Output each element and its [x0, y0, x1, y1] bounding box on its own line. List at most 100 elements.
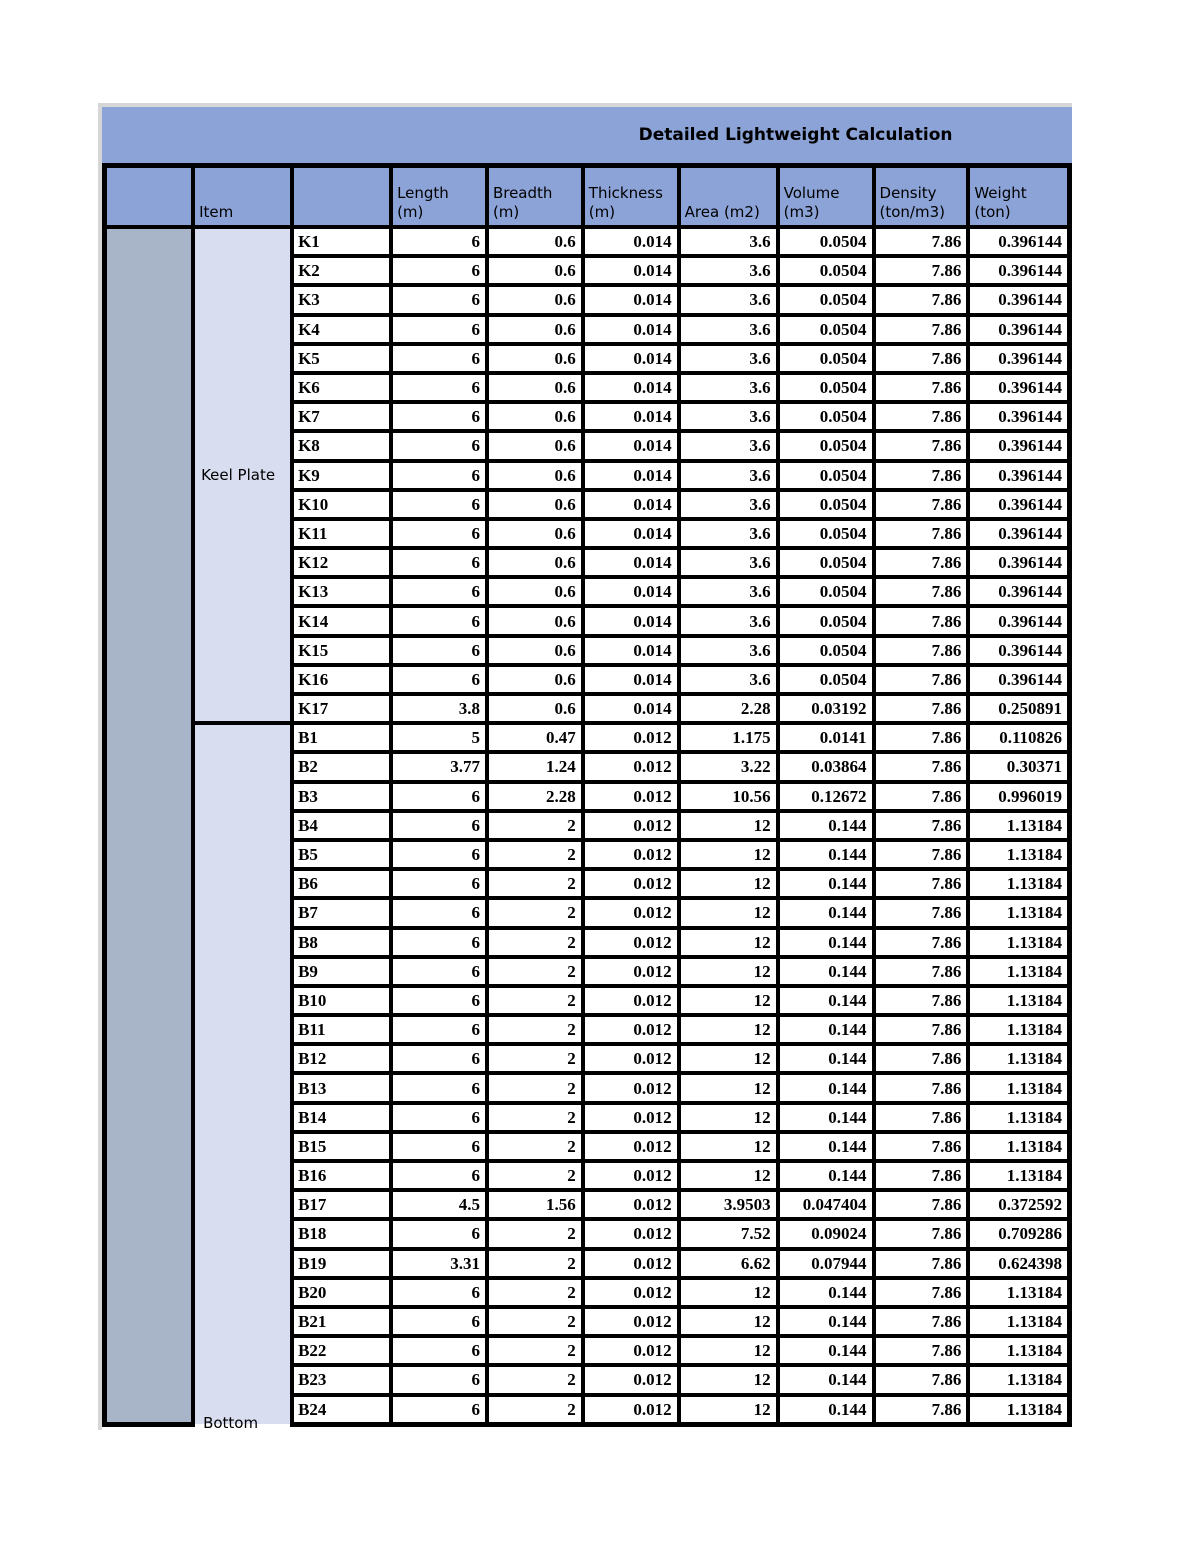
cell-volume: 0.0504	[775, 312, 876, 346]
cell-weight: 1.13184	[966, 1158, 1072, 1193]
cell-item-code: K14	[290, 604, 394, 638]
cell-breadth: 0.6	[484, 400, 585, 434]
cell-length: 6	[389, 429, 489, 463]
table-row: K3 6 0.6 0.014 3.6 0.0504 7.86 0.396144	[105, 283, 1072, 317]
cell-breadth: 1.24	[484, 750, 585, 784]
cell-length: 3.8	[389, 691, 489, 726]
cell-area: 12	[676, 1304, 780, 1339]
cell-length: 6	[389, 925, 489, 959]
header-weight: Weight (ton)	[966, 163, 1072, 229]
cell-volume: 0.0504	[775, 487, 876, 521]
title-bar: Detailed Lightweight Calculation	[102, 107, 1072, 163]
cell-weight: 1.13184	[966, 896, 1072, 930]
cell-volume: 0.144	[775, 1013, 876, 1047]
cell-volume: 0.0504	[775, 575, 876, 609]
cell-item-code: K17	[290, 691, 394, 726]
cell-breadth: 1.56	[484, 1188, 585, 1222]
cell-area: 12	[676, 1100, 780, 1134]
cell-thickness: 0.014	[580, 312, 681, 346]
cell-thickness: 0.014	[580, 254, 681, 288]
cell-area: 3.6	[676, 400, 780, 434]
cell-volume: 0.144	[775, 1392, 876, 1427]
cell-thickness: 0.012	[580, 750, 681, 784]
cell-volume: 0.144	[775, 1042, 876, 1076]
cell-breadth: 2	[484, 1363, 585, 1397]
table-row: Keel Plate K1 6 0.6 0.014 3.6 0.0504 7.86 0.3961…	[102, 224, 1072, 1427]
cell-length: 6	[389, 896, 489, 930]
cell-item-code: B20	[290, 1275, 394, 1309]
cell-length: 6	[389, 1334, 489, 1368]
cell-breadth: 0.6	[484, 691, 585, 726]
cell-breadth: 2	[484, 1334, 585, 1368]
cell-breadth: 0.6	[484, 604, 585, 638]
cell-area: 12	[676, 1013, 780, 1047]
cell-volume: 0.144	[775, 896, 876, 930]
cell-volume: 0.144	[775, 1071, 876, 1105]
cell-length: 6	[389, 1217, 489, 1251]
cell-weight: 1.13184	[966, 1100, 1072, 1134]
cell-area: 3.6	[676, 224, 780, 259]
cell-volume: 0.047404	[775, 1188, 876, 1222]
cell-thickness: 0.012	[580, 954, 681, 988]
cell-length: 6	[389, 458, 489, 492]
cell-density: 7.86	[871, 1071, 971, 1105]
cell-area: 3.6	[676, 254, 780, 288]
cell-item-code: B1	[290, 721, 394, 755]
cell-density: 7.86	[871, 341, 971, 375]
cell-item-code: B6	[290, 867, 394, 901]
cell-density: 7.86	[871, 837, 971, 872]
cell-length: 6	[389, 341, 489, 375]
cell-item-code: K5	[290, 341, 394, 375]
cell-item-code: K3	[290, 283, 394, 317]
cell-item-code: B11	[290, 1013, 394, 1047]
cell-area: 12	[676, 808, 780, 842]
table-row: B10 6 2 0.012 12 0.144 7.86 1.13184	[105, 983, 1072, 1018]
cell-area: 6.62	[676, 1246, 780, 1280]
page-title: Detailed Lightweight Calculation	[638, 125, 953, 145]
cell-item-code: B3	[290, 779, 394, 813]
cell-item-code: B10	[290, 983, 394, 1018]
table-row: K17 3.8 0.6 0.014 2.28 0.03192 7.86 0.250891	[105, 691, 1072, 726]
cell-density: 7.86	[871, 400, 971, 434]
cell-breadth: 0.6	[484, 224, 585, 259]
cell-item-code: K15	[290, 633, 394, 667]
cell-thickness: 0.012	[580, 1129, 681, 1164]
cell-area: 12	[676, 1042, 780, 1076]
cell-breadth: 2	[484, 837, 585, 872]
cell-item-code: K9	[290, 458, 394, 492]
cell-density: 7.86	[871, 896, 971, 930]
cell-breadth: 0.6	[484, 633, 585, 667]
cell-length: 6	[389, 662, 489, 697]
table-row: B20 6 2 0.012 12 0.144 7.86 1.13184	[105, 1275, 1072, 1309]
cell-length: 6	[389, 1363, 489, 1397]
cell-density: 7.86	[871, 487, 971, 521]
cell-volume: 0.144	[775, 808, 876, 842]
cell-density: 7.86	[871, 1334, 971, 1368]
cell-length: 6	[389, 1158, 489, 1193]
cell-volume: 0.0504	[775, 604, 876, 638]
table-row: B23 6 2 0.012 12 0.144 7.86 1.13184	[105, 1363, 1072, 1397]
table-row: B15 6 2 0.012 12 0.144 7.86 1.13184	[105, 1129, 1072, 1164]
cell-density: 7.86	[871, 1013, 971, 1047]
cell-weight: 1.13184	[966, 867, 1072, 901]
cell-thickness: 0.012	[580, 1071, 681, 1105]
cell-volume: 0.144	[775, 925, 876, 959]
cell-breadth: 0.6	[484, 312, 585, 346]
table-row: K14 6 0.6 0.014 3.6 0.0504 7.86 0.396144	[105, 604, 1072, 638]
section-label-cell: Keel Plate	[191, 224, 295, 726]
cell-item-code: B22	[290, 1334, 394, 1368]
table-row: K15 6 0.6 0.014 3.6 0.0504 7.86 0.396144	[105, 633, 1072, 667]
cell-area: 12	[676, 1363, 780, 1397]
cell-weight: 0.396144	[966, 429, 1072, 463]
cell-density: 7.86	[871, 1246, 971, 1280]
cell-thickness: 0.014	[580, 604, 681, 638]
cell-breadth: 0.6	[484, 283, 585, 317]
cell-volume: 0.144	[775, 1275, 876, 1309]
cell-item-code: K6	[290, 370, 394, 405]
cell-density: 7.86	[871, 1217, 971, 1251]
cell-length: 3.31	[389, 1246, 489, 1280]
cell-breadth: 0.6	[484, 662, 585, 697]
cell-area: 3.6	[676, 370, 780, 405]
cell-weight: 0.396144	[966, 400, 1072, 434]
cell-weight: 0.396144	[966, 662, 1072, 697]
